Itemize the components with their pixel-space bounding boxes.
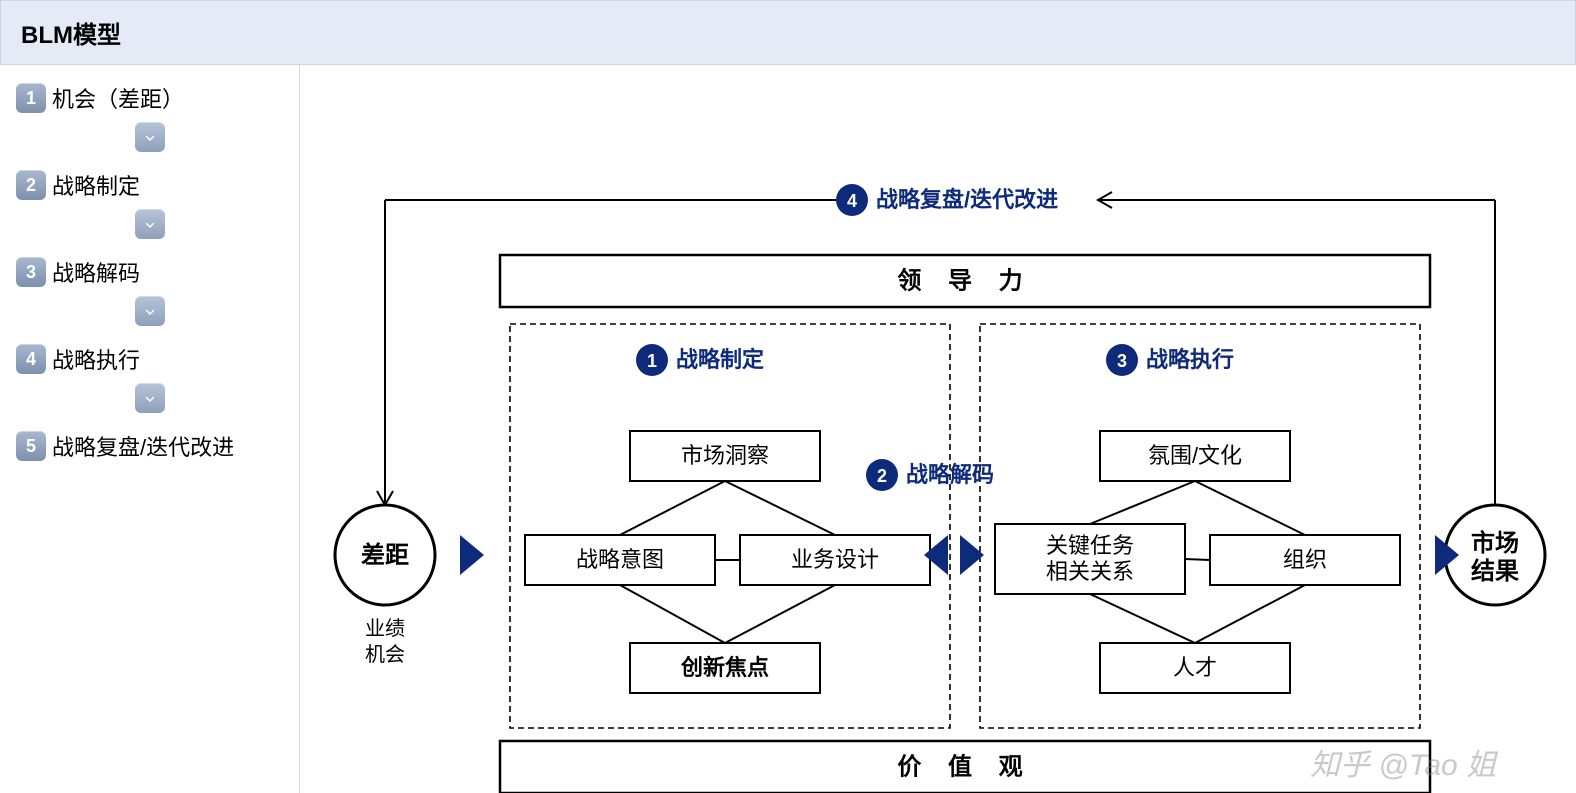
section-badge-num: 1	[647, 351, 657, 371]
sidebar-badge: 1	[16, 83, 46, 113]
section-badge-num: 4	[847, 191, 857, 211]
section-2-label: 战略解码	[906, 462, 994, 487]
sidebar-item[interactable]: 4战略执行	[16, 344, 283, 377]
section-1-label: 战略制定	[676, 347, 764, 372]
box-culture-label: 氛围/文化	[1148, 443, 1242, 468]
gap-caption-2: 机会	[365, 643, 405, 666]
section-badge-num: 2	[877, 466, 887, 486]
sidebar-arrow-down-icon	[16, 122, 283, 152]
sidebar-item-label: 战略执行	[52, 344, 140, 377]
box-organization-label: 组织	[1283, 547, 1327, 572]
section-badge-num: 3	[1117, 351, 1127, 371]
gap-caption-1: 业绩	[365, 617, 405, 640]
sidebar-item[interactable]: 1机会（差距）	[16, 83, 283, 116]
result-label-2: 结果	[1471, 558, 1519, 585]
sidebar-item[interactable]: 3战略解码	[16, 257, 283, 290]
values-label: 价 值 观	[897, 752, 1032, 780]
box-key-tasks-label: 关键任务	[1046, 533, 1134, 558]
page-title: BLM模型	[21, 22, 121, 49]
leadership-label: 领 导 力	[897, 266, 1032, 294]
sidebar-item[interactable]: 2战略制定	[16, 170, 283, 203]
section-4-label: 战略复盘/迭代改进	[876, 187, 1058, 212]
diagram-canvas: 4 战略复盘/迭代改进领 导 力 1 战略制定 3 战略执行市场洞察战略意图 业务设计创新焦…	[300, 65, 1576, 793]
sidebar-arrow-down-icon	[16, 296, 283, 326]
sidebar-item-label: 战略复盘/迭代改进	[52, 431, 234, 464]
box-key-tasks-label2: 相关关系	[1046, 559, 1134, 584]
result-label-1: 市场	[1471, 529, 1519, 557]
box-talent-label: 人才	[1173, 655, 1217, 680]
box-market-insight-label: 市场洞察	[681, 443, 769, 468]
section-3-label: 战略执行	[1146, 347, 1234, 372]
gap-label: 差距	[361, 541, 409, 569]
diagram-svg: 4 战略复盘/迭代改进领 导 力 1 战略制定 3 战略执行市场洞察战略意图 业务设计创新焦…	[300, 65, 1576, 793]
box-business-design-label: 业务设计	[791, 547, 879, 572]
sidebar-badge: 4	[16, 344, 46, 374]
sidebar-arrow-down-icon	[16, 209, 283, 239]
box-innovation-focus-label: 创新焦点	[680, 655, 769, 680]
sidebar-item-label: 战略解码	[52, 257, 140, 290]
sidebar-item[interactable]: 5战略复盘/迭代改进	[16, 431, 283, 464]
sidebar-item-label: 战略制定	[52, 170, 140, 203]
sidebar-item-label: 机会（差距）	[52, 83, 184, 116]
arrow-triangle-icon	[460, 535, 484, 575]
sidebar-badge: 2	[16, 170, 46, 200]
sidebar-badge: 5	[16, 431, 46, 461]
page-header: BLM模型	[0, 0, 1576, 65]
sidebar-arrow-down-icon	[16, 383, 283, 413]
sidebar-badge: 3	[16, 257, 46, 287]
box-strategic-intent-label: 战略意图	[576, 547, 664, 572]
page-body: 1机会（差距）2战略制定3战略解码4战略执行5战略复盘/迭代改进 4战略复盘/迭…	[0, 65, 1576, 793]
watermark: 知乎 @Tao 姐	[1310, 749, 1499, 782]
sidebar: 1机会（差距） 2战略制定 3战略解码 4战略执行 5战略复盘/迭代改进	[0, 65, 300, 793]
